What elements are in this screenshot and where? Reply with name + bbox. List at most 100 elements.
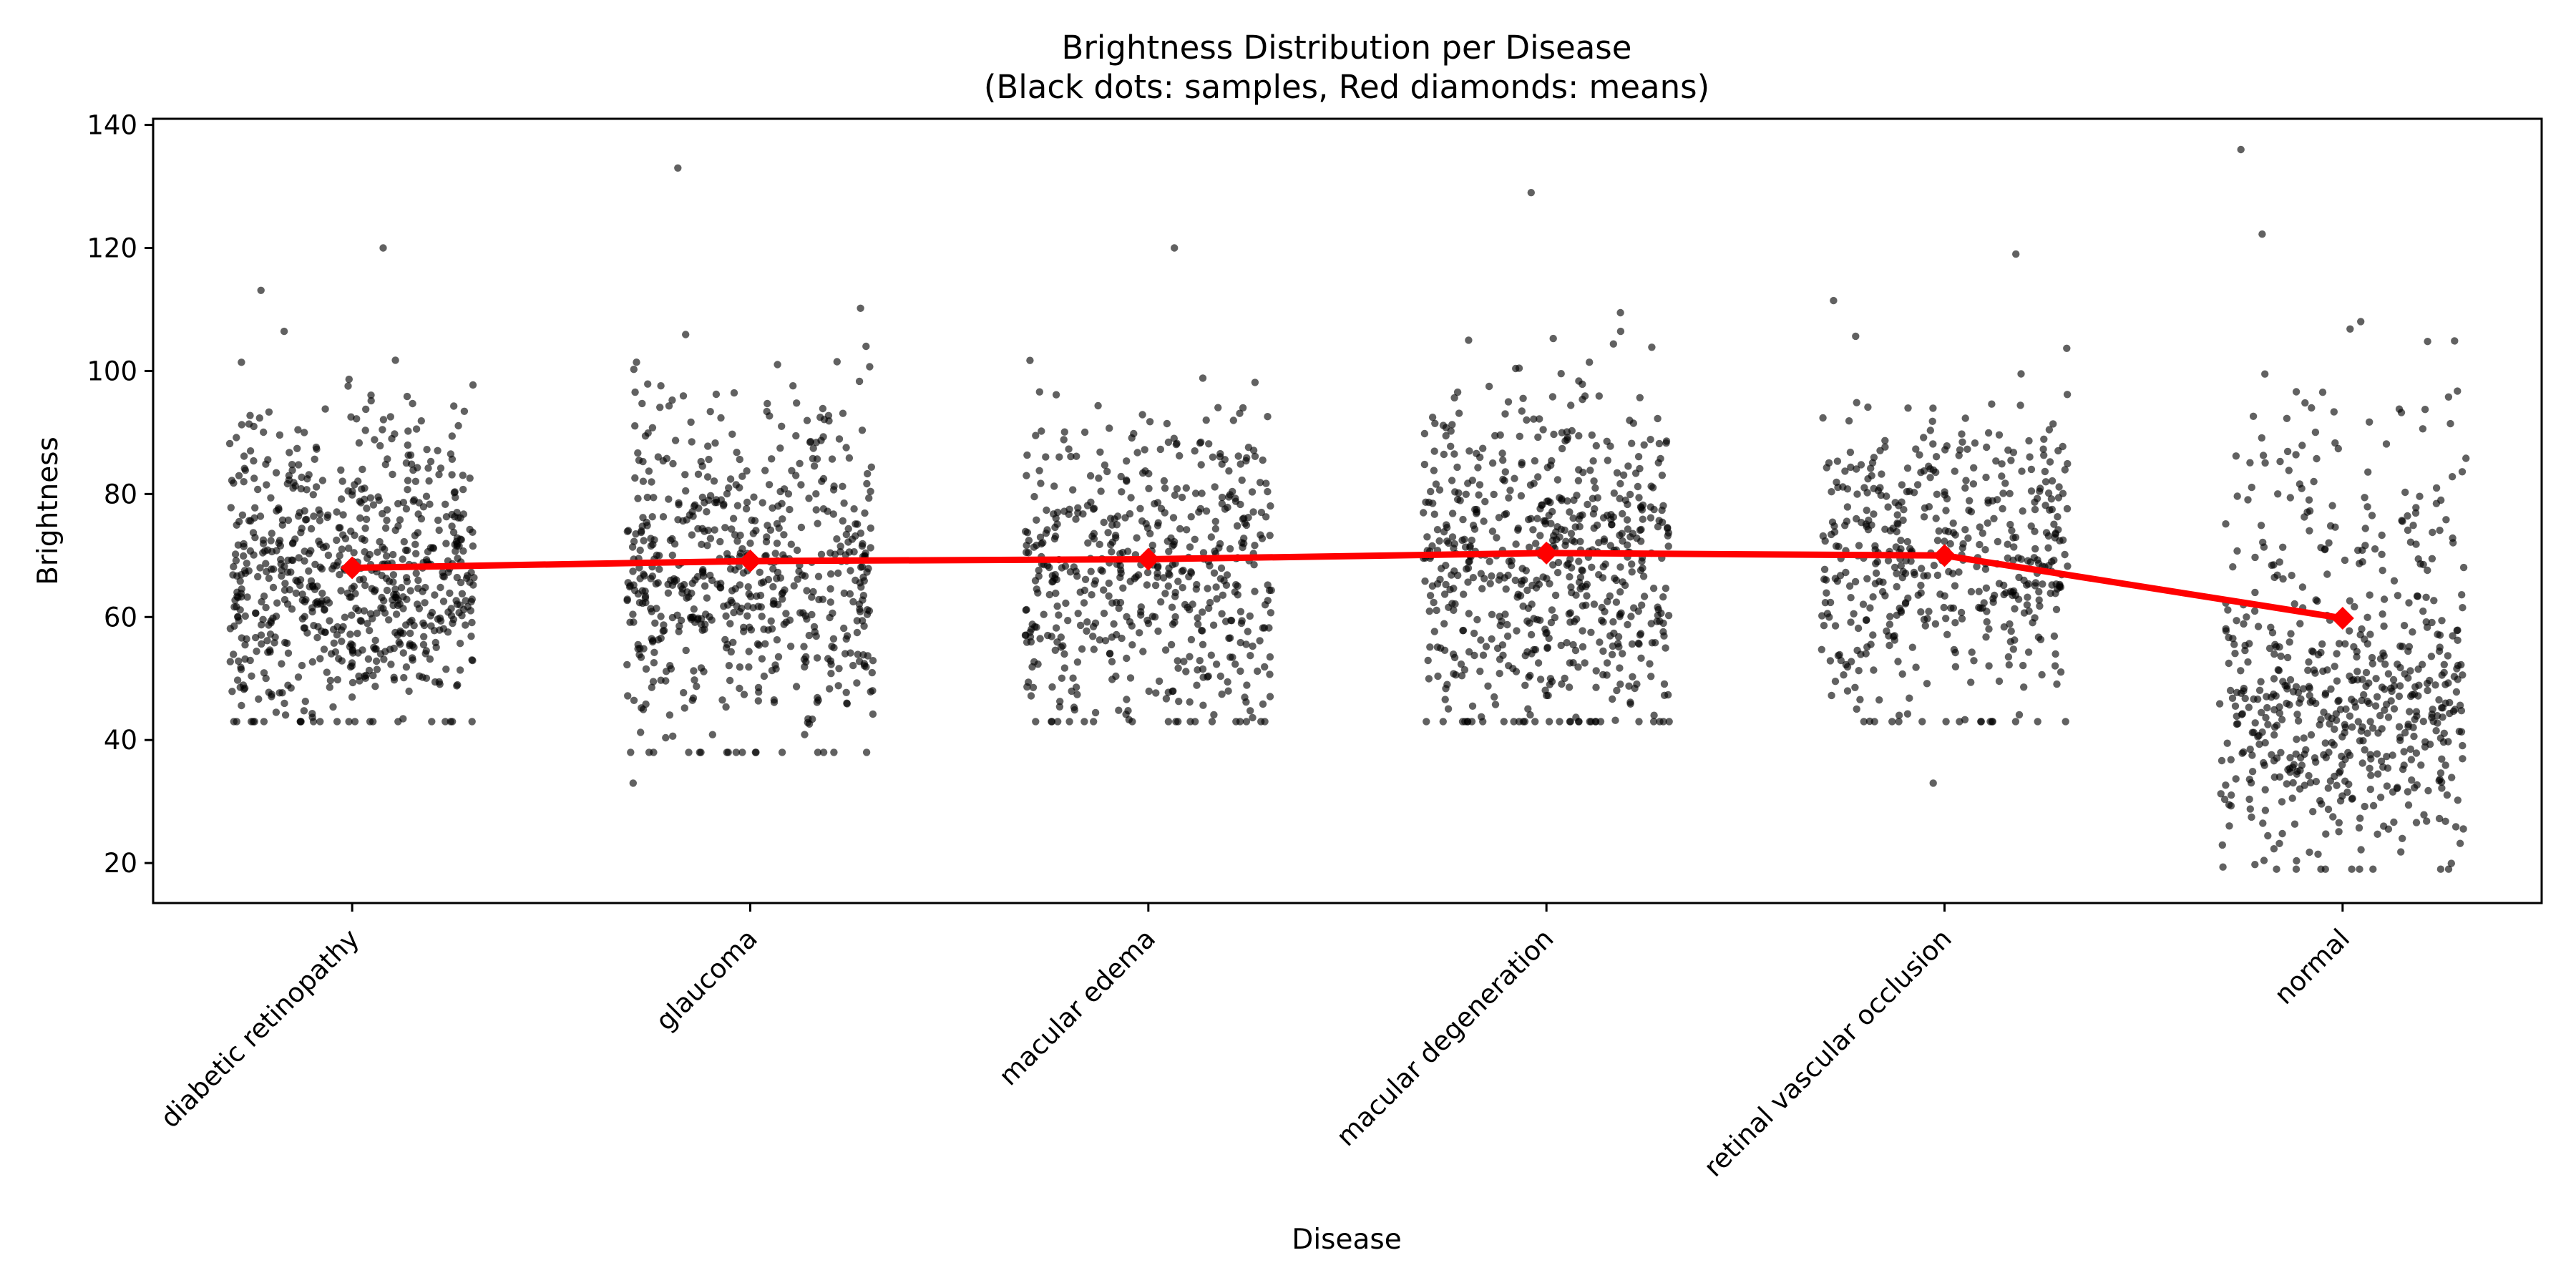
sample-point bbox=[2042, 529, 2051, 537]
sample-point bbox=[1857, 650, 1865, 658]
sample-point bbox=[2009, 449, 2018, 457]
sample-point bbox=[1985, 625, 1993, 633]
sample-point bbox=[2008, 527, 2016, 535]
sample-point bbox=[2456, 839, 2464, 847]
sample-point bbox=[643, 518, 650, 527]
sample-point bbox=[1951, 531, 1959, 539]
sample-point bbox=[825, 417, 833, 425]
sample-point bbox=[2026, 453, 2034, 461]
sample-point bbox=[1532, 540, 1540, 547]
sample-point bbox=[1501, 511, 1509, 519]
sample-point bbox=[1465, 610, 1473, 618]
sample-point bbox=[2044, 544, 2052, 552]
sample-point bbox=[357, 499, 365, 507]
sample-point bbox=[1662, 585, 1670, 592]
sample-point bbox=[781, 586, 789, 594]
sample-point bbox=[1543, 464, 1551, 472]
sample-point bbox=[2278, 829, 2286, 838]
sample-point bbox=[1187, 635, 1196, 644]
sample-point bbox=[1454, 571, 1462, 580]
sample-point bbox=[245, 517, 253, 525]
sample-point bbox=[1951, 663, 1960, 670]
sample-point bbox=[434, 447, 441, 454]
sample-point bbox=[426, 500, 434, 508]
sample-point bbox=[865, 494, 873, 502]
sample-point bbox=[1609, 340, 1617, 348]
sample-point bbox=[1091, 619, 1100, 627]
sample-point bbox=[2229, 563, 2237, 571]
sample-point bbox=[2324, 805, 2333, 814]
sample-point bbox=[400, 537, 408, 546]
sample-point bbox=[860, 577, 869, 585]
sample-point bbox=[1529, 526, 1537, 534]
sample-point bbox=[1042, 530, 1050, 537]
sample-point bbox=[412, 425, 421, 433]
sample-point bbox=[389, 571, 398, 579]
sample-point bbox=[2020, 683, 2028, 691]
mean-marker bbox=[1933, 544, 1956, 567]
sample-point bbox=[2404, 674, 2412, 682]
sample-point bbox=[2341, 640, 2349, 648]
sample-point bbox=[2436, 769, 2445, 777]
sample-point bbox=[722, 612, 730, 620]
sample-point bbox=[1033, 623, 1040, 631]
sample-point bbox=[338, 657, 346, 665]
sample-point bbox=[2411, 509, 2420, 517]
sample-point bbox=[2407, 756, 2416, 763]
sample-point bbox=[1036, 635, 1044, 643]
sample-point bbox=[2383, 782, 2391, 790]
sample-point bbox=[814, 519, 821, 527]
sample-point bbox=[1167, 640, 1176, 649]
sample-point bbox=[1941, 537, 1948, 545]
sample-point bbox=[1181, 600, 1189, 609]
sample-point bbox=[272, 613, 280, 620]
sample-point bbox=[659, 513, 668, 521]
sample-point bbox=[853, 679, 861, 687]
sample-point bbox=[629, 567, 637, 575]
sample-point bbox=[1186, 718, 1194, 726]
sample-point bbox=[1548, 536, 1557, 545]
sample-point bbox=[829, 635, 838, 643]
sample-point bbox=[2228, 694, 2237, 702]
sample-point bbox=[2400, 761, 2408, 769]
sample-point bbox=[2275, 558, 2283, 566]
sample-point bbox=[1073, 452, 1080, 460]
sample-point bbox=[1521, 681, 1529, 689]
sample-point bbox=[2229, 635, 2237, 643]
sample-point bbox=[780, 531, 788, 539]
sample-point bbox=[2429, 706, 2436, 713]
sample-point bbox=[1662, 644, 1669, 652]
sample-point bbox=[810, 462, 819, 470]
sample-point bbox=[869, 710, 877, 718]
sample-point bbox=[1208, 718, 1216, 726]
sample-point bbox=[2331, 772, 2338, 781]
sample-point bbox=[1062, 599, 1070, 608]
sample-point bbox=[2400, 622, 2409, 630]
sample-point bbox=[1604, 457, 1611, 464]
sample-point bbox=[736, 531, 744, 540]
sample-point bbox=[1603, 671, 1611, 679]
sample-point bbox=[276, 542, 285, 550]
sample-point bbox=[367, 391, 375, 399]
sample-point bbox=[710, 477, 718, 485]
sample-point bbox=[2444, 738, 2452, 746]
sample-point bbox=[2292, 388, 2301, 396]
sample-point bbox=[1636, 464, 1644, 473]
sample-point bbox=[1885, 641, 1893, 650]
sample-point bbox=[1870, 510, 1878, 518]
sample-point bbox=[1436, 575, 1444, 583]
sample-point bbox=[857, 583, 865, 591]
sample-point bbox=[711, 526, 718, 534]
sample-point bbox=[2019, 507, 2026, 515]
sample-point bbox=[297, 529, 305, 537]
sample-point bbox=[1616, 563, 1624, 571]
sample-point bbox=[354, 477, 362, 485]
sample-point bbox=[2010, 543, 2018, 551]
sample-point bbox=[1161, 646, 1170, 654]
sample-point bbox=[1548, 457, 1556, 465]
sample-point bbox=[630, 366, 638, 374]
sample-point bbox=[2004, 653, 2013, 661]
sample-point bbox=[700, 572, 708, 580]
sample-point bbox=[444, 557, 452, 565]
sample-point bbox=[1214, 404, 1222, 411]
